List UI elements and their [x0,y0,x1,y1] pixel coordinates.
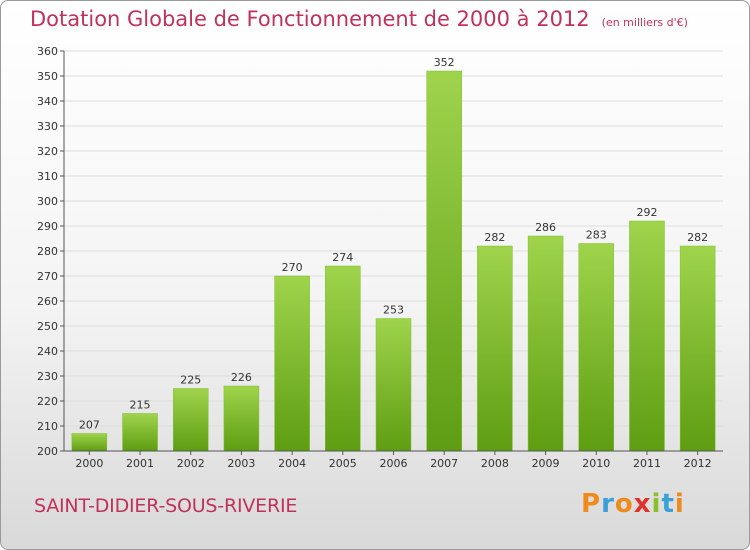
bars [71,70,716,452]
bar-2006 [375,318,412,452]
x-tick-label: 2009 [532,457,560,470]
y-tick-label: 200 [37,445,58,458]
bar-2004 [274,275,310,452]
x-tick-label: 2007 [430,457,458,470]
y-tick-label: 250 [37,320,58,333]
x-tick-label: 2002 [177,457,205,470]
logo-letter: r [601,489,615,519]
bar-2007 [426,70,462,452]
y-tick-label: 220 [37,395,58,408]
bar-2000 [71,433,108,452]
data-label: 270 [282,261,303,274]
bar-2009 [527,235,564,452]
axes [60,50,723,455]
data-label: 274 [332,251,353,264]
logo-letter: i [651,489,662,519]
bar-2002 [172,388,209,452]
data-label: 282 [687,231,708,244]
bar-2001 [122,413,158,452]
data-label: 292 [636,206,657,219]
logo-letter: P [581,489,602,519]
y-tick-label: 270 [37,270,58,283]
chart-title-text: Dotation Globale de Fonctionnement de 20… [30,7,590,31]
bar-2011 [629,220,665,452]
data-label: 225 [180,374,201,387]
x-tick-label: 2001 [126,457,154,470]
y-tick-label: 210 [37,420,58,433]
chart-unit: (en milliers d'€) [601,16,688,29]
x-tick-label: 2008 [481,457,509,470]
data-label: 207 [79,419,100,432]
x-tick-label: 2005 [329,457,357,470]
labels: 200 210 220 230 240 250 260 270 280 290 300 310 320 3… [37,45,712,470]
bar-2003 [223,385,260,452]
bar-2010 [578,243,615,452]
y-tick-label: 300 [37,195,58,208]
y-tick-label: 340 [37,95,58,108]
x-tick-label: 2011 [633,457,661,470]
bar-2005 [325,265,361,452]
logo-letter: t [661,489,675,519]
chart-title: Dotation Globale de Fonctionnement de 20… [30,7,688,31]
logo-letter: i [674,489,685,519]
y-tick-label: 260 [37,295,58,308]
x-tick-label: 2012 [684,457,712,470]
data-label: 282 [484,231,505,244]
x-tick-label: 2000 [75,457,103,470]
x-tick-label: 2003 [227,457,255,470]
x-tick-label: 2004 [278,457,306,470]
x-tick-label: 2010 [582,457,610,470]
bar-2012 [679,245,716,452]
logo-letter: x [633,489,652,519]
data-label: 215 [130,399,151,412]
data-label: 226 [231,371,252,384]
y-tick-label: 310 [37,170,58,183]
y-tick-label: 330 [37,120,58,133]
commune-name: SAINT-DIDIER-SOUS-RIVERIE [34,495,298,517]
y-tick-label: 350 [37,70,58,83]
y-tick-label: 280 [37,245,58,258]
bar-2008 [477,245,513,452]
proxiti-logo: Proxiti [581,489,685,519]
y-tick-label: 290 [37,220,58,233]
y-tick-label: 320 [37,145,58,158]
x-tick-label: 2006 [380,457,408,470]
y-tick-label: 240 [37,345,58,358]
y-tick-label: 230 [37,370,58,383]
data-label: 283 [586,229,607,242]
logo-letter: o [614,489,634,519]
y-tick-label: 360 [37,45,58,58]
data-label: 253 [383,304,404,317]
data-label: 352 [434,56,455,69]
data-label: 286 [535,221,556,234]
